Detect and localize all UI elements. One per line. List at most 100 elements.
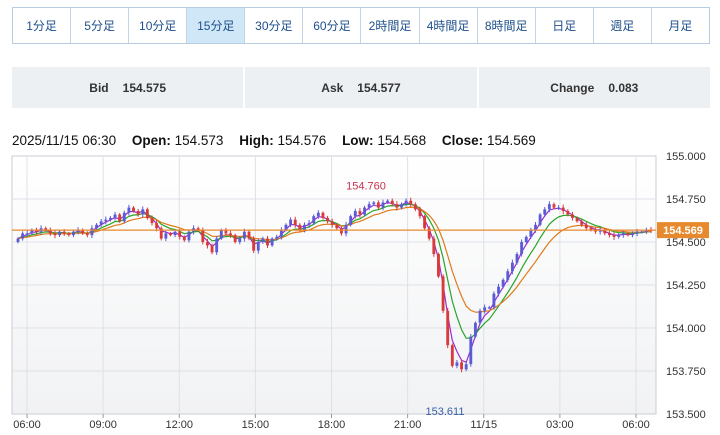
price-chart[interactable]: 154.569 154.760 153.611 155.000 154.750 154.… [0, 150, 720, 435]
candle-body [644, 229, 648, 232]
price-annotation: 154.760 [346, 180, 386, 192]
candle-body [487, 307, 491, 309]
x-tick-label: 11/15 [470, 419, 497, 431]
candle-body [169, 233, 172, 236]
candle-body [571, 214, 574, 218]
candle-body [76, 229, 80, 232]
bid-label: Bid [89, 80, 109, 95]
candle-body [219, 229, 223, 239]
candle-body [492, 293, 496, 308]
y-tick-label: 155.000 [666, 151, 706, 163]
candle-body [464, 364, 468, 370]
timeframe-tab[interactable]: 1分足 [13, 8, 72, 43]
ohlc-readout: 2025/11/15 06:30 Open: 154.573 High: 154… [12, 133, 548, 148]
candle-body [303, 224, 306, 230]
candle-body [386, 200, 390, 203]
timeframe-tab[interactable]: 15分足 [187, 8, 246, 43]
candle-body [113, 214, 117, 218]
candle-body [298, 224, 302, 230]
candle-body [344, 224, 348, 234]
high-value: 154.576 [277, 133, 327, 148]
candle-body [497, 286, 500, 294]
candle-body [35, 229, 38, 232]
candle-body [67, 233, 71, 236]
candle-body [173, 231, 177, 236]
candle-body [607, 233, 611, 236]
candle-body [469, 336, 473, 365]
change-value: 0.083 [608, 80, 639, 95]
price-annotation: 153.611 [426, 406, 465, 418]
candle-body [312, 216, 316, 224]
candle-body [640, 231, 644, 233]
candle-body [21, 233, 25, 239]
ask-cell: Ask 154.577 [245, 67, 479, 108]
timeframe-tab[interactable]: 日足 [535, 8, 594, 43]
candle-body [353, 211, 357, 217]
timeframe-tab[interactable]: 5分足 [71, 8, 130, 43]
candle-body [520, 242, 524, 255]
timeframe-tab[interactable]: 30分足 [245, 8, 304, 43]
candle-body [455, 362, 459, 366]
x-tick-label: 18:00 [318, 419, 346, 431]
candle-body [256, 242, 260, 251]
candle-body [122, 212, 126, 222]
ask-value: 154.577 [357, 80, 401, 95]
high-label: High: [239, 133, 274, 148]
candle-body [372, 202, 376, 205]
candle-body [247, 231, 251, 239]
ma-long-line [17, 206, 652, 313]
candle-body [289, 219, 293, 225]
candle-body [284, 224, 288, 230]
timeframe-tab[interactable]: 60分足 [303, 8, 362, 43]
y-tick-label: 154.750 [666, 194, 706, 206]
candle-body [224, 229, 228, 234]
candle-body [326, 217, 330, 222]
x-tick-label: 21:00 [394, 419, 422, 431]
candle-body [261, 238, 265, 242]
change-label: Change [550, 80, 595, 95]
y-tick-label: 153.500 [666, 409, 706, 421]
candle-body [446, 310, 450, 346]
candle-body [201, 229, 205, 242]
candle-body [215, 238, 219, 253]
candle-body [270, 238, 274, 246]
candle-body [16, 238, 20, 242]
candle-body [367, 204, 371, 208]
candle-body [418, 209, 422, 217]
candle-body [349, 216, 353, 225]
candle-body [589, 228, 593, 230]
bid-cell: Bid 154.575 [12, 67, 246, 108]
ohlc-datetime: 2025/11/15 06:30 [12, 133, 117, 148]
candle-body [44, 228, 48, 230]
ask-label: Ask [321, 80, 344, 95]
candle-body [330, 221, 334, 225]
x-tick-label: 03:00 [546, 419, 574, 431]
candle-body [612, 235, 616, 237]
candle-body [437, 254, 440, 277]
candle-body [72, 231, 75, 236]
candle-body [376, 202, 380, 208]
timeframe-tab[interactable]: 月足 [651, 8, 709, 43]
timeframe-tab[interactable]: 10分足 [129, 8, 188, 43]
candle-body [279, 229, 283, 237]
candle-body [266, 238, 269, 246]
timeframe-tab[interactable]: 2時間足 [361, 8, 420, 43]
candle-body [510, 262, 514, 272]
candle-body [159, 228, 163, 239]
candle-body [543, 209, 547, 215]
candle-body [594, 229, 597, 232]
candle-body [409, 200, 413, 205]
candle-body [552, 204, 556, 208]
low-value: 154.568 [377, 133, 427, 148]
timeframe-tab[interactable]: 週足 [593, 8, 652, 43]
timeframe-tab[interactable]: 8時間足 [477, 8, 536, 43]
candle-body [363, 207, 366, 215]
timeframe-tabs: 1分足 5分足 10分足 15分足 30分足 60分足 2時間足 4時間足 8時間足 日足 週足 月足 [12, 7, 710, 44]
quote-bar: Bid 154.575 Ask 154.577 Change 0.083 [12, 67, 710, 108]
candle-body [229, 233, 232, 236]
timeframe-tab[interactable]: 4時間足 [419, 8, 478, 43]
candle-body [155, 223, 159, 229]
candle-body [450, 345, 454, 366]
candle-body [460, 362, 463, 370]
candle-body [62, 231, 66, 234]
